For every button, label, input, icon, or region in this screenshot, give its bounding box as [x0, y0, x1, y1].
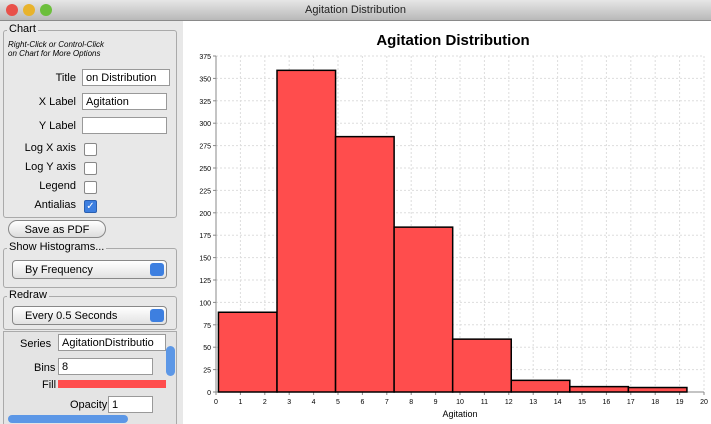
series-field[interactable]: AgitationDistributio	[58, 334, 166, 351]
histogram-dropdown[interactable]: By Frequency	[12, 260, 167, 279]
bar	[569, 385, 630, 393]
y-tick-label: 25	[203, 368, 211, 375]
chart: Agitation Distribution Agitation 0255075…	[183, 21, 711, 424]
group-label: Chart	[7, 23, 38, 35]
bar	[334, 135, 395, 393]
dropdown-text: Every 0.5 Seconds	[25, 310, 118, 322]
scrollbar[interactable]	[166, 346, 175, 376]
field-label: X Label	[38, 96, 76, 108]
y-tick-label: 175	[199, 233, 211, 240]
y-tick-label: 300	[199, 121, 211, 128]
x-axis-label: Agitation	[442, 409, 477, 419]
opacity-label: Opacity	[70, 399, 108, 411]
title-field[interactable]: on Distribution	[82, 69, 170, 86]
x-tick-label: 9	[434, 399, 438, 406]
x-tick-label: 12	[505, 399, 513, 406]
y-tick-label: 125	[199, 278, 211, 285]
y-tick-label: 375	[199, 54, 211, 61]
checkbox-label: Log X axis	[24, 142, 76, 154]
x-tick-label: 0	[214, 399, 218, 406]
save-button[interactable]: Save as PDF	[8, 220, 106, 238]
y-tick-label: 50	[203, 345, 211, 352]
x-tick-label: 13	[529, 399, 537, 406]
y-tick-label: 0	[207, 390, 211, 397]
y-tick-label: 200	[199, 211, 211, 218]
dropdown-arrow	[150, 309, 164, 322]
x-tick-label: 7	[385, 399, 389, 406]
checkbox[interactable]	[84, 162, 97, 175]
x-tick-label: 6	[360, 399, 364, 406]
checkbox-label: Log Y axis	[25, 161, 76, 173]
x-tick-label: 2	[263, 399, 267, 406]
bar	[217, 311, 278, 393]
zoom-button[interactable]	[40, 4, 52, 16]
y-tick-label: 325	[199, 99, 211, 106]
chart-group	[3, 30, 177, 218]
y-tick-label: 350	[199, 76, 211, 83]
close-button[interactable]	[6, 4, 18, 16]
bar	[276, 69, 337, 393]
dropdown-arrow	[150, 263, 164, 276]
window-title: Agitation Distribution	[305, 4, 406, 16]
dropdown-text: By Frequency	[25, 264, 93, 276]
bins-label: Bins	[34, 362, 56, 374]
y-tick-label: 225	[199, 188, 211, 195]
series-label: Series	[20, 338, 52, 350]
y-tick-label: 150	[199, 256, 211, 263]
horizontal-scrollbar[interactable]	[8, 415, 128, 423]
x-tick-label: 4	[312, 399, 316, 406]
group-label: Show Histograms...	[7, 241, 107, 253]
x-tick-label: 1	[238, 399, 242, 406]
field-label: Y Label	[38, 120, 76, 132]
group-label: Redraw	[7, 289, 49, 301]
y-tick-label: 275	[199, 144, 211, 151]
x-tick-label: 15	[578, 399, 586, 406]
x-tick-label: 14	[554, 399, 562, 406]
x-tick-label: 17	[627, 399, 635, 406]
x-tick-label: 19	[676, 399, 684, 406]
minimize-button[interactable]	[23, 4, 35, 16]
redraw-group	[3, 296, 177, 330]
x-tick-label: 11	[481, 399, 488, 406]
checkbox-label: Legend	[39, 180, 76, 192]
x-tick-label: 5	[336, 399, 340, 406]
checkbox[interactable]	[84, 181, 97, 194]
hint: Right-Click or Control-Click	[8, 40, 105, 49]
checkbox[interactable]	[84, 143, 97, 156]
x-label-field[interactable]: Agitation	[82, 93, 167, 110]
x-tick-label: 8	[409, 399, 413, 406]
x-tick-label: 20	[700, 399, 708, 406]
checkbox-label: Antialias	[34, 199, 76, 211]
redraw-dropdown[interactable]: Every 0.5 Seconds	[12, 306, 167, 325]
bins-field[interactable]: 8	[58, 358, 153, 375]
x-tick-label: 10	[456, 399, 464, 406]
opacity-field[interactable]: 1	[108, 396, 153, 413]
x-tick-label: 18	[651, 399, 659, 406]
x-tick-label: 16	[603, 399, 611, 406]
bar	[451, 338, 512, 393]
fill-swatch[interactable]	[58, 380, 166, 388]
y-tick-label: 250	[199, 166, 211, 173]
y-label-field[interactable]	[82, 117, 167, 134]
bar	[393, 226, 454, 393]
hint: on Chart for More Options	[8, 49, 101, 58]
field-label: Title	[55, 72, 76, 84]
fill-label: Fill	[42, 379, 57, 391]
x-tick-label: 3	[287, 399, 291, 406]
bar	[627, 386, 688, 393]
bar	[510, 379, 571, 393]
y-tick-label: 100	[199, 300, 211, 307]
title-bar: Agitation Distribution	[0, 0, 711, 21]
y-tick-label: 75	[203, 323, 211, 330]
chart-title: Agitation Distribution	[376, 32, 529, 49]
checkbox[interactable]: ✓	[84, 200, 97, 213]
